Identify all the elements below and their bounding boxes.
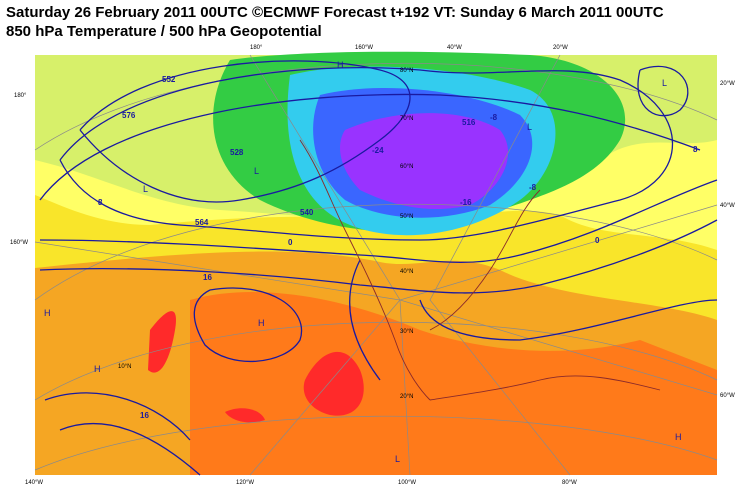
height-contour bbox=[193, 287, 303, 363]
coastline bbox=[429, 375, 661, 401]
temperature-contour bbox=[44, 392, 201, 476]
contour-label: 16 bbox=[140, 411, 149, 420]
lon-label: 40°W bbox=[447, 45, 462, 51]
lat-label: 60°N bbox=[400, 164, 413, 170]
graticule-labels: 180° 160°W 40°W 20°W 180° 160°W 20°W 40°… bbox=[10, 45, 735, 486]
graticule bbox=[34, 54, 718, 476]
latitude-line bbox=[34, 321, 718, 401]
pressure-center: H bbox=[258, 318, 265, 328]
contour-label: 0 bbox=[595, 236, 600, 245]
lon-label: 180° bbox=[14, 93, 27, 99]
longitude-line bbox=[429, 54, 571, 476]
latitude-line bbox=[34, 62, 718, 151]
contour-label: 16 bbox=[203, 273, 212, 282]
pressure-center: L bbox=[527, 122, 532, 132]
heat-core bbox=[148, 311, 176, 373]
map-title: Saturday 26 February 2011 00UTC ©ECMWF F… bbox=[6, 4, 664, 21]
contour-label: 564 bbox=[195, 218, 209, 227]
pressure-center: H bbox=[94, 364, 101, 374]
contour-label: 528 bbox=[230, 148, 244, 157]
lon-label: 40°W bbox=[720, 203, 735, 209]
lon-label: 60°W bbox=[720, 393, 735, 399]
map-field bbox=[35, 51, 717, 475]
lat-label: 20°N bbox=[400, 394, 413, 400]
contour-label: -16 bbox=[460, 198, 472, 207]
contours bbox=[39, 60, 718, 476]
pressure-center: L bbox=[254, 166, 259, 176]
contour-label: -24 bbox=[372, 146, 384, 155]
lat-label: 30°N bbox=[400, 329, 413, 335]
longitude-line bbox=[398, 204, 718, 396]
contour-label: 576 bbox=[122, 111, 136, 120]
lon-label: 140°W bbox=[25, 480, 43, 486]
lon-label: 80°W bbox=[562, 480, 577, 486]
contour-label: 516 bbox=[462, 118, 476, 127]
latitude-line bbox=[34, 415, 718, 471]
height-contour bbox=[59, 66, 673, 241]
contour-label: 552 bbox=[162, 75, 176, 84]
extreme-cold-region bbox=[340, 113, 509, 210]
contour-label: 540 bbox=[300, 208, 314, 217]
coastlines bbox=[299, 139, 661, 401]
pressure-center: L bbox=[143, 184, 148, 194]
contour-labels: 552 576 564 540 528 516 0 8 16 -8 -16 -2… bbox=[98, 75, 698, 420]
lon-label: 20°W bbox=[720, 81, 735, 87]
contour-label: 8 bbox=[693, 145, 698, 154]
lon-label: 160°W bbox=[10, 240, 28, 246]
height-contour bbox=[637, 65, 689, 117]
contour-label: -8 bbox=[529, 183, 537, 192]
lon-label: 120°W bbox=[236, 480, 254, 486]
pressure-center: H bbox=[337, 60, 344, 70]
coastline bbox=[299, 139, 541, 401]
lat-label: 70°N bbox=[400, 116, 413, 122]
height-contour bbox=[348, 259, 718, 381]
height-contour bbox=[39, 93, 718, 264]
heat-core bbox=[225, 408, 265, 423]
heat-core bbox=[303, 351, 364, 416]
lat-label: 40°N bbox=[400, 269, 413, 275]
lon-label: 180° bbox=[250, 45, 263, 51]
lat-label: 80°N bbox=[400, 68, 413, 74]
contour-label: 8 bbox=[98, 198, 103, 207]
contour-label: 0 bbox=[288, 238, 293, 247]
pressure-center: L bbox=[395, 454, 400, 464]
map-subtitle: 850 hPa Temperature / 500 hPa Geopotenti… bbox=[6, 23, 322, 40]
pressure-center: H bbox=[675, 432, 682, 442]
lat-label: 10°N bbox=[118, 364, 131, 370]
pressure-center: L bbox=[662, 78, 667, 88]
pressure-center: H bbox=[44, 308, 51, 318]
height-contour bbox=[79, 60, 411, 203]
lat-label: 50°N bbox=[400, 214, 413, 220]
latitude-line bbox=[34, 203, 718, 301]
lon-label: 20°W bbox=[553, 45, 568, 51]
lon-label: 100°W bbox=[398, 480, 416, 486]
contour-label: -8 bbox=[490, 113, 498, 122]
pressure-centers: H L L H H L L H H L bbox=[44, 60, 682, 464]
lon-label: 160°W bbox=[355, 45, 373, 51]
height-contour bbox=[39, 219, 718, 294]
